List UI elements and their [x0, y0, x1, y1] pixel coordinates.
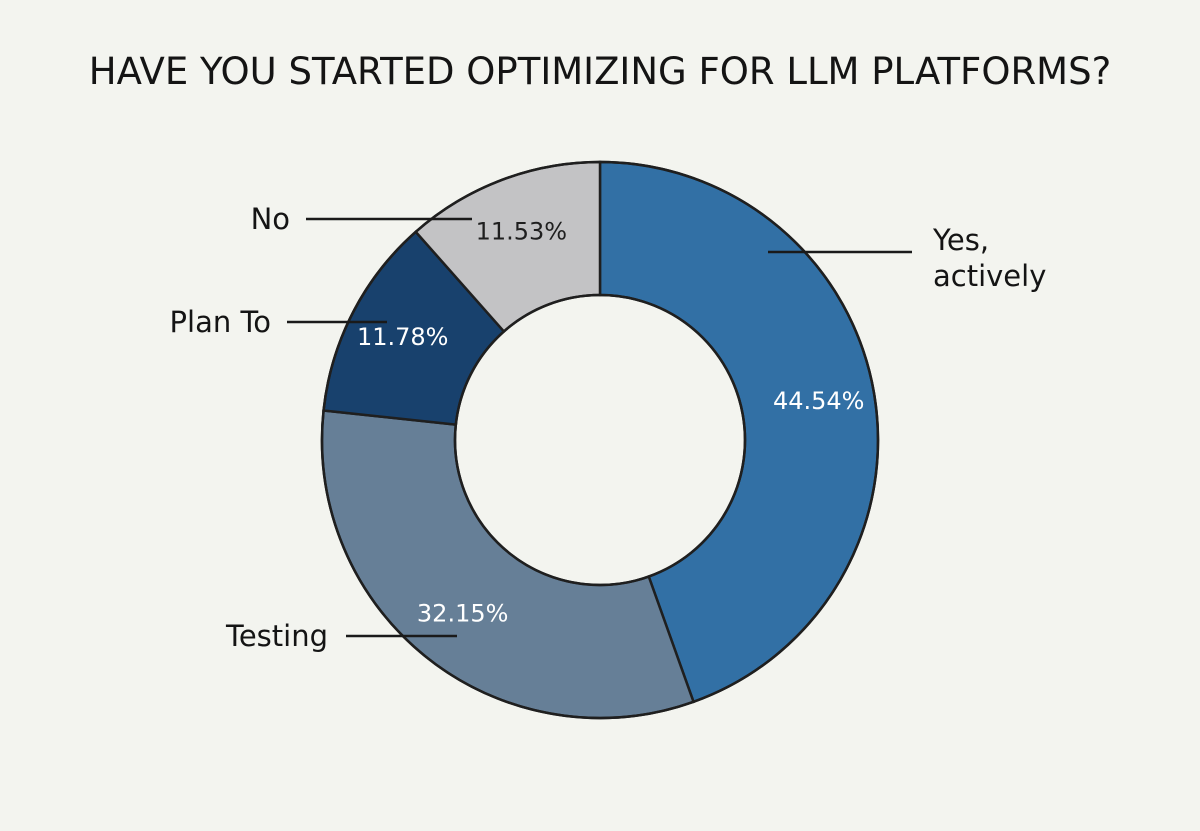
chart-title: HAVE YOU STARTED OPTIMIZING FOR LLM PLAT…	[89, 50, 1111, 93]
value-label-no: 11.53%	[476, 217, 568, 245]
donut-outer-edge	[320, 160, 880, 720]
callout-label-yes-actively: Yes, actively	[932, 223, 1046, 293]
callouts-group: Yes, actively Testing Plan To No	[170, 202, 1047, 653]
slice-testing[interactable]	[320, 409, 696, 720]
donut-hole-edge	[453, 293, 747, 587]
value-label-yes-actively: 44.54%	[773, 387, 865, 415]
callout-label-plan-to: Plan To	[170, 305, 271, 339]
callout-label-no: No	[251, 202, 290, 236]
value-label-testing: 32.15%	[417, 599, 509, 627]
value-labels-group: 44.54% 32.15% 11.78% 11.53%	[357, 217, 865, 627]
callout-label-testing: Testing	[225, 619, 328, 653]
slices-group	[320, 160, 880, 720]
value-label-plan-to: 11.78%	[357, 323, 449, 351]
